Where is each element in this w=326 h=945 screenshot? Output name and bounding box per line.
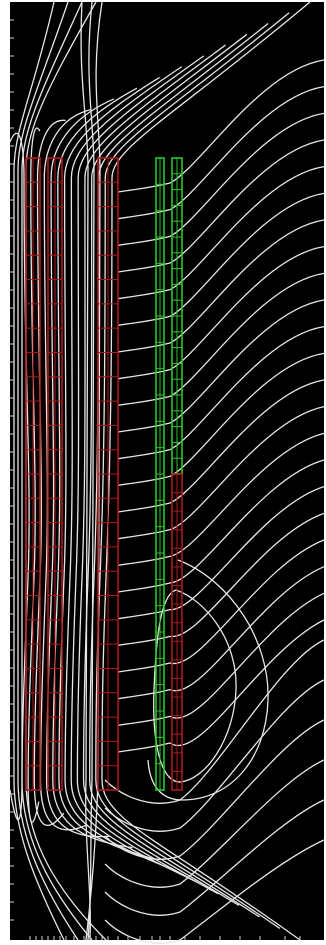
field-line xyxy=(95,12,290,929)
field-line xyxy=(147,559,269,801)
field-line xyxy=(117,352,325,486)
field-line xyxy=(45,98,115,838)
field-line xyxy=(117,219,325,353)
plot-background xyxy=(10,2,324,940)
field-line xyxy=(104,639,325,804)
field-line xyxy=(117,592,325,726)
field-line xyxy=(117,432,325,566)
field-line xyxy=(64,66,183,872)
field-line xyxy=(13,1,65,941)
field-line xyxy=(85,1,103,941)
field-line xyxy=(117,539,325,673)
coil-inner-left xyxy=(47,157,63,791)
axis-ticks xyxy=(10,19,301,940)
field-line xyxy=(104,719,325,860)
field-line xyxy=(104,759,325,888)
field-line xyxy=(117,486,325,620)
field-line xyxy=(39,109,91,831)
field-line xyxy=(117,59,325,193)
field-line xyxy=(27,127,41,823)
field-line xyxy=(104,679,325,832)
field-line xyxy=(17,1,79,941)
field-line xyxy=(117,379,325,513)
coil-center xyxy=(97,157,119,791)
field-line xyxy=(117,139,325,273)
field-line xyxy=(117,246,325,380)
field-line xyxy=(101,1,311,941)
field-line xyxy=(82,33,248,906)
field-line xyxy=(70,55,205,883)
field-line xyxy=(89,23,269,918)
field-lines xyxy=(9,1,325,944)
field-line xyxy=(117,299,325,433)
field-line xyxy=(117,272,325,406)
field-line xyxy=(117,566,325,700)
field-line xyxy=(117,512,325,646)
field-line xyxy=(52,87,138,849)
coil-outer-left xyxy=(25,157,41,791)
coil-lower-right xyxy=(171,473,183,791)
field-line xyxy=(117,192,325,326)
field-line xyxy=(117,86,325,220)
field-line xyxy=(117,619,325,753)
field-line xyxy=(117,112,325,246)
field-line xyxy=(21,1,93,941)
field-line xyxy=(104,839,325,944)
coil-green-left xyxy=(155,157,165,791)
field-line xyxy=(117,406,325,540)
field-line xyxy=(117,166,325,300)
field-line xyxy=(117,326,325,460)
field-line xyxy=(117,459,325,593)
field-line xyxy=(80,1,91,941)
field-line xyxy=(87,1,95,941)
coil-green-right xyxy=(171,157,183,475)
field-line xyxy=(58,76,160,860)
coils xyxy=(25,157,183,791)
field-line xyxy=(104,799,325,916)
